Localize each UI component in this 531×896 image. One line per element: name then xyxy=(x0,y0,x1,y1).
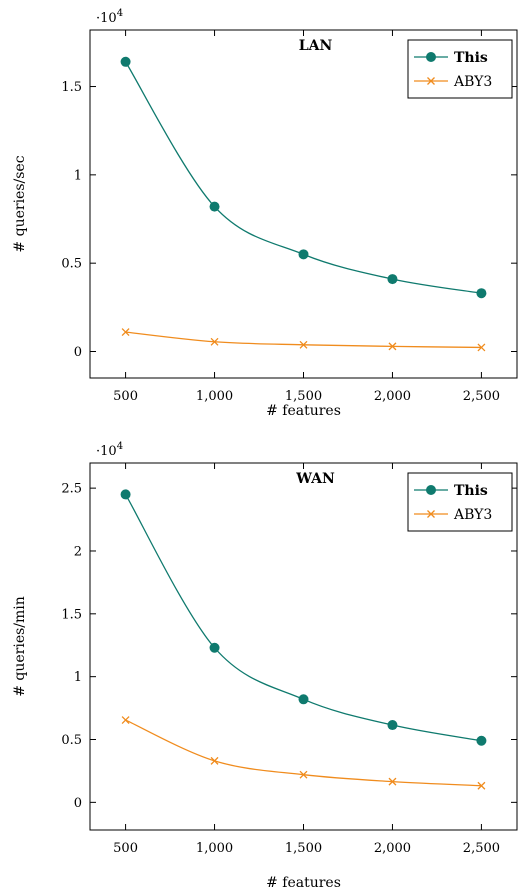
legend-label: This xyxy=(454,50,488,66)
y-tick-label: 0 xyxy=(74,345,82,360)
data-point-this xyxy=(209,642,220,653)
x-tick-label: 2,500 xyxy=(463,389,500,404)
data-point-this xyxy=(387,720,398,731)
series-line-this xyxy=(125,494,482,742)
legend-label: ABY3 xyxy=(453,507,492,523)
data-point-aby3 xyxy=(121,716,130,724)
data-point-aby3 xyxy=(210,756,219,765)
data-point-aby3 xyxy=(477,781,486,790)
y-tick-label: 1 xyxy=(74,670,82,685)
y-multiplier-exponent: 4 xyxy=(117,441,123,452)
data-point-this xyxy=(209,201,220,212)
data-point-this xyxy=(120,56,131,67)
x-tick-label: 1,000 xyxy=(196,841,233,856)
x-tick-label: 1,500 xyxy=(285,389,322,404)
data-point-aby3 xyxy=(299,770,308,779)
legend-marker xyxy=(427,510,435,518)
x-tick-label: 1,000 xyxy=(196,389,233,404)
data-point-this xyxy=(476,288,487,299)
data-point-aby3 xyxy=(210,337,219,346)
data-point-this xyxy=(476,735,487,746)
x-axis-label: # features xyxy=(266,403,341,419)
legend-box xyxy=(407,472,513,532)
x-tick-label: 2,000 xyxy=(374,389,411,404)
y-tick-label: 0 xyxy=(74,796,82,811)
legend-marker xyxy=(427,77,435,85)
data-point-aby3 xyxy=(299,340,308,349)
data-point-this xyxy=(298,249,309,260)
data-point-aby3 xyxy=(388,342,397,351)
y-tick-label: 1.5 xyxy=(61,607,82,622)
chart-title: WAN xyxy=(295,471,335,487)
y-tick-label: 2.5 xyxy=(61,482,82,497)
chart-title: LAN xyxy=(299,38,333,54)
legend-label: This xyxy=(454,483,488,499)
x-tick-label: 2,500 xyxy=(463,841,500,856)
y-tick-label: 0.5 xyxy=(61,733,82,748)
lan-chart: 500 1,000 1,500 2,000 2,500 0 0.5 1 1.5 ·104 # fea… xyxy=(12,8,518,419)
data-point-aby3 xyxy=(388,777,397,786)
data-point-aby3 xyxy=(121,328,130,337)
y-tick-label: 2 xyxy=(74,544,82,559)
wan-chart: 500 1,000 1,500 2,000 2,500 0 0.5 1 1.5 2 2.5 ·104 #… xyxy=(12,441,518,891)
x-tick-label: 2,000 xyxy=(374,841,411,856)
y-multiplier-exponent: 4 xyxy=(117,8,123,19)
x-axis-label: # features xyxy=(266,875,341,891)
y-axis-label: # queries/sec xyxy=(12,155,28,252)
data-point-this xyxy=(298,694,309,705)
data-point-aby3 xyxy=(477,343,486,352)
legend-label: ABY3 xyxy=(453,74,492,90)
y-axis-label: # queries/min xyxy=(12,596,28,697)
data-point-this xyxy=(120,489,131,500)
series-line-this xyxy=(125,61,482,294)
x-tick-label: 1,500 xyxy=(285,841,322,856)
legend-marker xyxy=(426,52,436,62)
legend-box xyxy=(407,39,513,99)
legend-marker xyxy=(426,485,436,495)
y-multiplier-label: ·104 xyxy=(96,441,123,459)
x-tick-label: 500 xyxy=(113,841,138,856)
y-tick-label: 1.5 xyxy=(61,80,82,95)
series-line-aby3 xyxy=(125,719,482,787)
y-multiplier-label: ·104 xyxy=(96,8,123,26)
data-point-this xyxy=(387,274,398,285)
x-tick-label: 500 xyxy=(113,389,138,404)
y-tick-label: 0.5 xyxy=(61,257,82,272)
y-tick-label: 1 xyxy=(74,168,82,183)
